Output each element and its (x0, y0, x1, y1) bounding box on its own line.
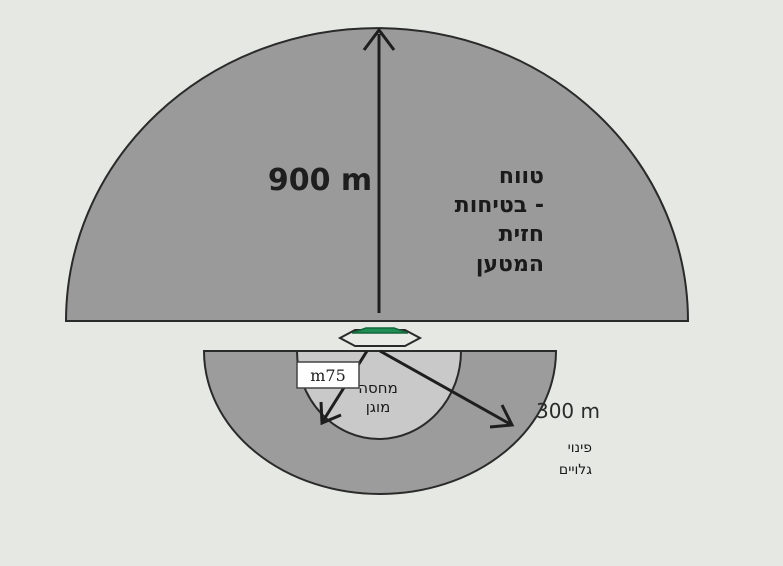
upper-zone-label-line-4: המטען (476, 252, 544, 277)
inner-zone-label-line-1: מחסה (358, 379, 398, 397)
upper-safety-zone (64, 27, 690, 322)
lower-zone-label-line-1: פינוי (568, 440, 592, 456)
upper-zone-label-line-1: טווח (499, 164, 544, 189)
upper-zone-label-line-2: בטיחות - (455, 193, 544, 218)
lower-zone-label-line-2: גלויים (559, 462, 592, 478)
inner-range-label: m75 (310, 366, 346, 385)
inner-range-label-box (296, 361, 360, 389)
inner-range-arrowhead (319, 401, 342, 426)
lower-range-arrowhead (489, 404, 515, 429)
upper-range-arrowhead (362, 27, 396, 51)
explosive-device-shell (337, 329, 423, 347)
upper-zone-label-line-3: חזית (499, 222, 544, 247)
upper-range-label: 900 m (268, 163, 372, 198)
lower-range-label: 300 m (536, 399, 600, 423)
inner-zone-label-line-2: מוגן (366, 398, 391, 416)
explosive-device-core (351, 327, 409, 334)
lower-range-arrow (379, 349, 511, 426)
